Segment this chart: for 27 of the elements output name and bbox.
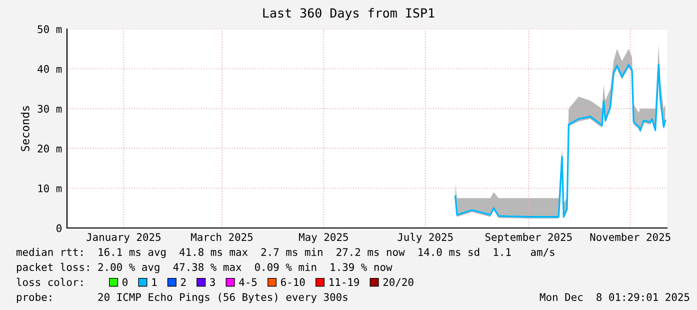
x-tick-label: January 2025 (86, 233, 160, 243)
legend-label: 2 (181, 278, 186, 286)
legend-label: 4-5 (239, 278, 257, 286)
x-tick-label: May 2025 (299, 233, 348, 243)
text: probe: 20 ICMP Echo Pings (56 Bytes) every 300s (16, 292, 348, 304)
legend-label: 1 (152, 278, 157, 286)
legend-title: loss color: (16, 278, 82, 286)
y-tick-label: 20 m (38, 144, 62, 153)
legend-label: 11-19 (330, 278, 360, 286)
text: Mon Dec 8 01:29:01 2025 (540, 293, 690, 302)
y-tick-label: 10 m (38, 184, 62, 192)
y-tick-label: 50 m (38, 25, 62, 34)
x-tick-label: March 2025 (191, 232, 253, 241)
y-tick-label: 40 m (38, 65, 62, 73)
x-tick-label: July 2025 (398, 232, 453, 243)
legend-label: 20/20 (383, 278, 414, 287)
legend-label: 0 (122, 278, 128, 286)
text: packet loss: 2.00 % avg 47.38 % max 0.09 % min 1.39 % now (16, 262, 392, 274)
x-tick-label: September 2025 (485, 232, 572, 243)
y-tick-label: 30 m (38, 104, 62, 113)
y-tick-label: 0 (56, 224, 62, 232)
y-axis-title: Seconds (20, 106, 30, 152)
legend-label: 6-10 (281, 278, 305, 286)
x-tick-label: November 2025 (590, 232, 670, 241)
text: median rtt: 16.1 ms avg 41.8 ms max 2.7 ms min 27.2 ms now 14.0 ms sd 1.1 am/s (16, 248, 554, 258)
chart-title: Last 360 Days from ISP1 (263, 8, 434, 20)
legend-label: 3 (210, 278, 215, 286)
